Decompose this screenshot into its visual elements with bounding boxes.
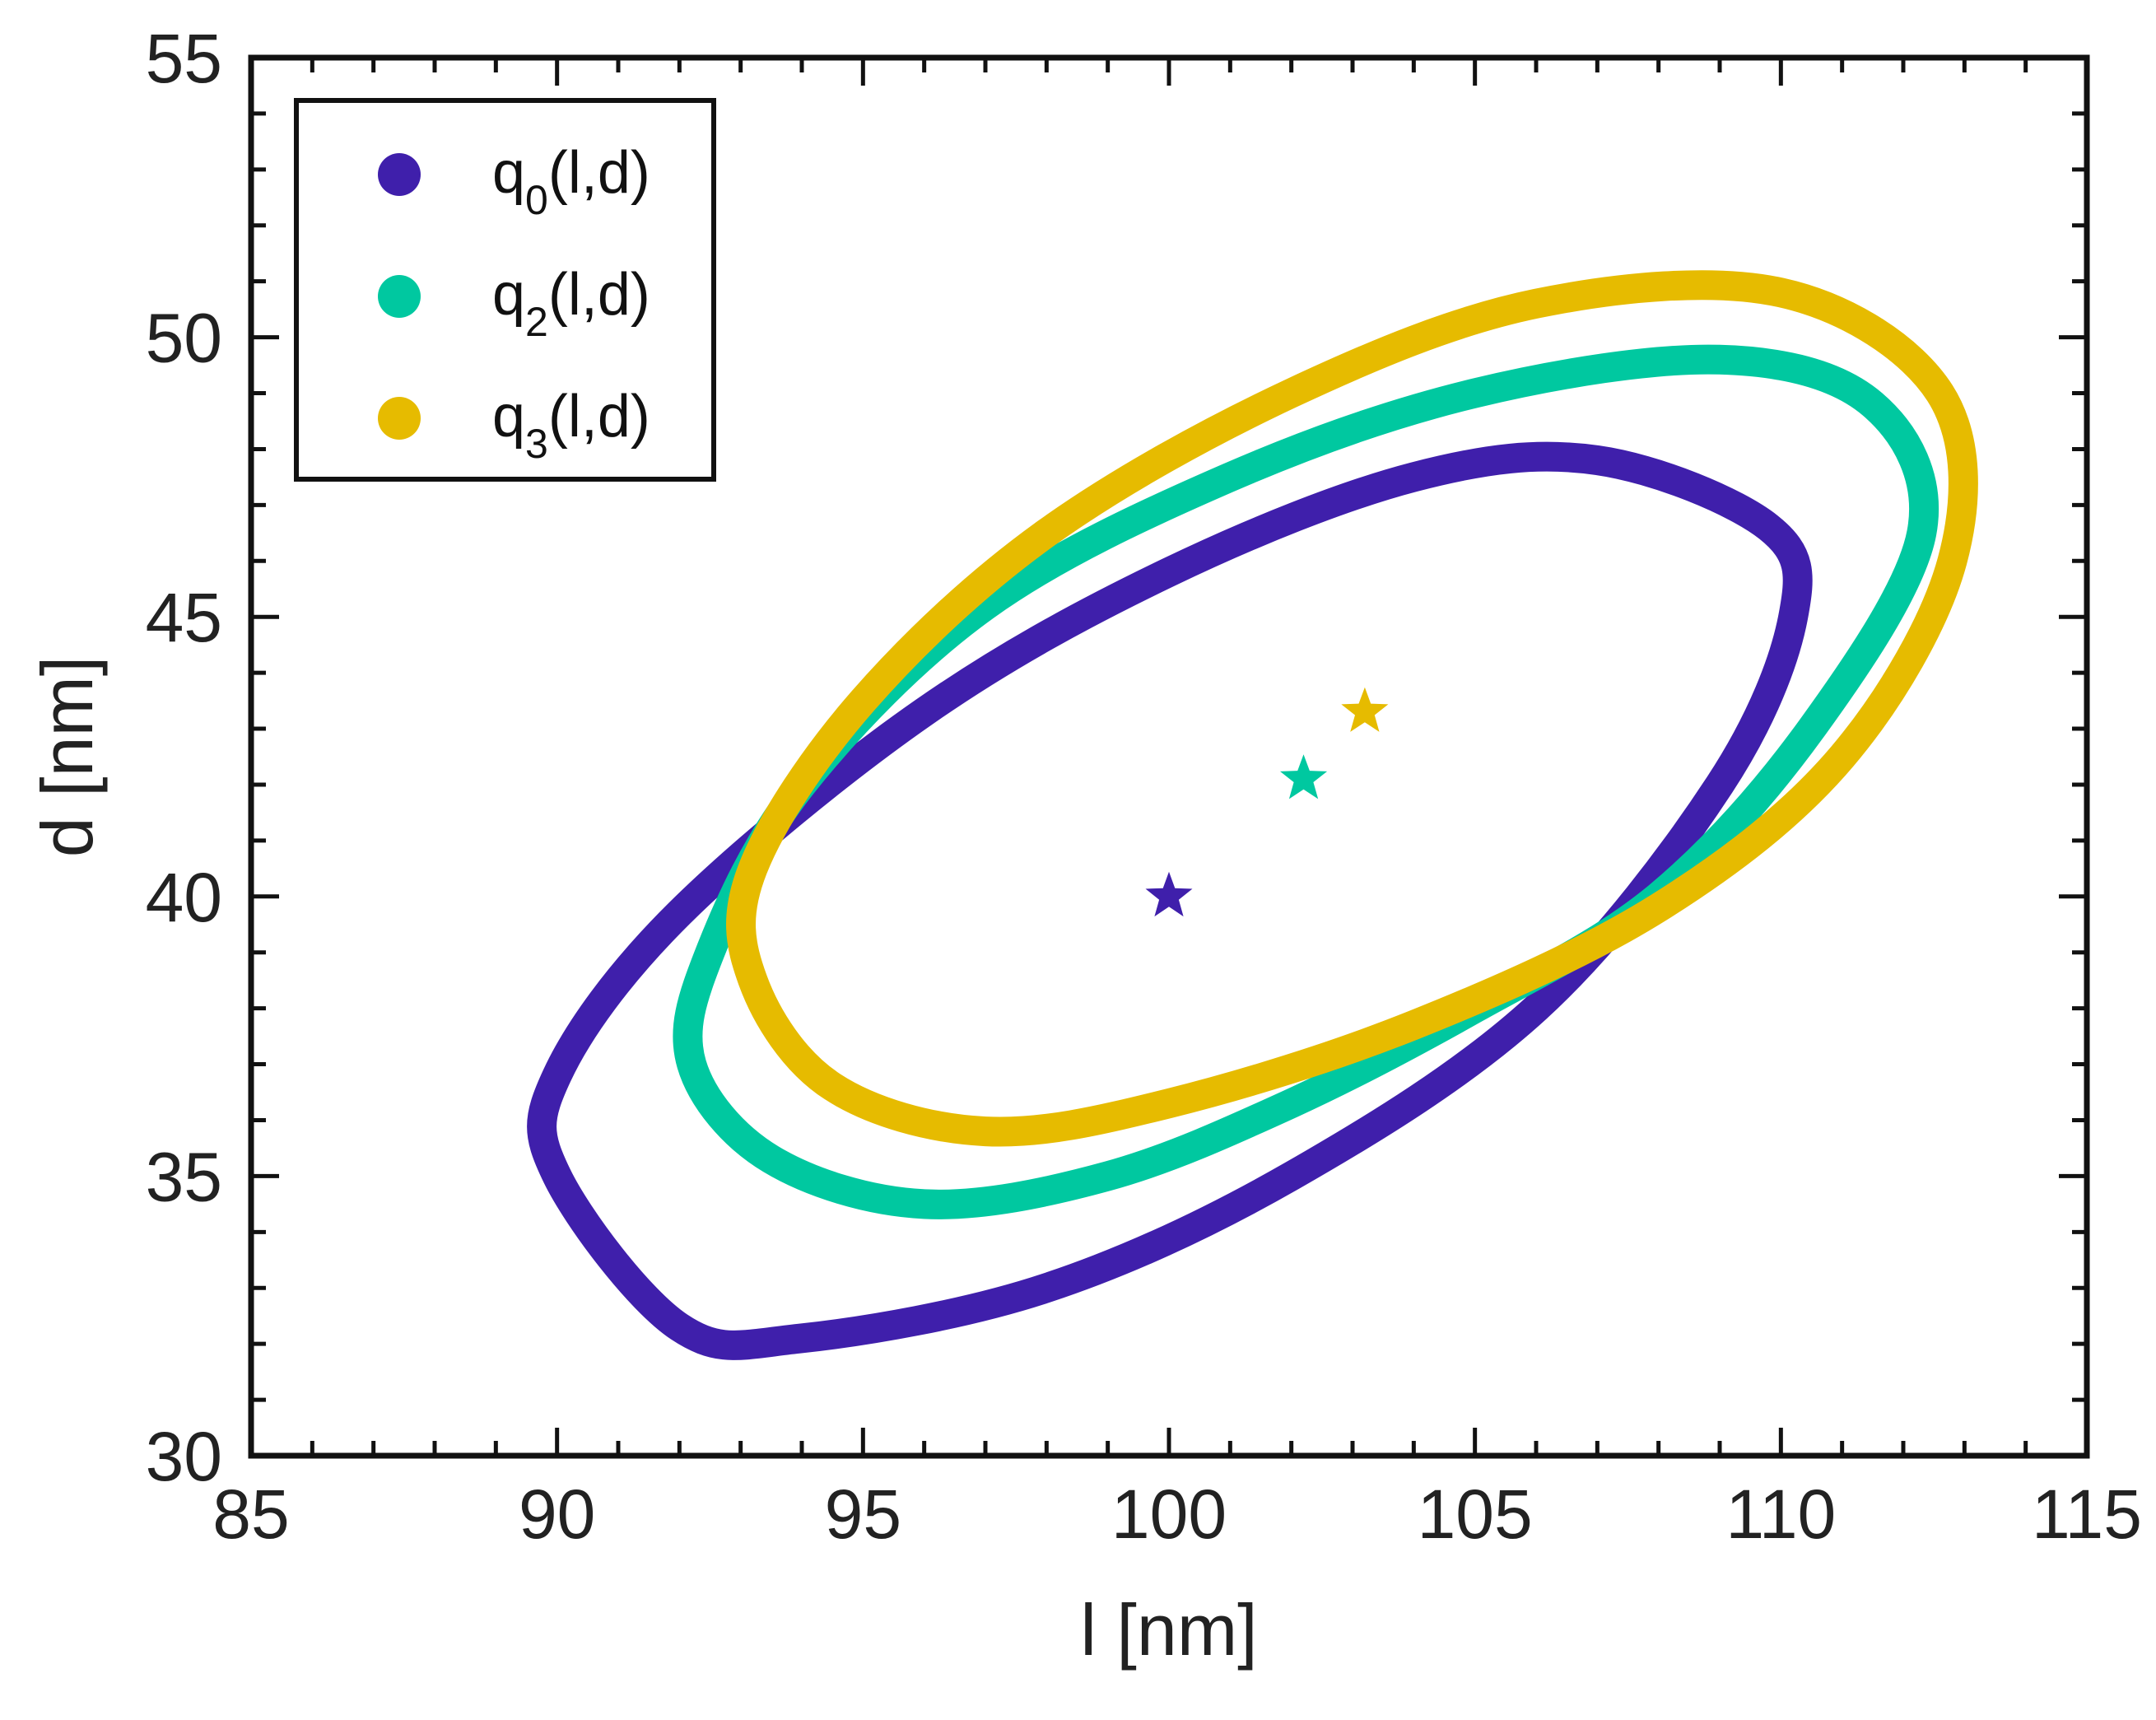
x-tick-label: 100	[1111, 1475, 1227, 1553]
y-tick-label: 40	[146, 859, 222, 936]
legend-marker-q3	[378, 397, 421, 440]
x-tick-label: 105	[1418, 1475, 1533, 1553]
x-tick-label: 115	[2032, 1475, 2142, 1553]
legend-box	[294, 98, 716, 482]
y-tick-label: 45	[146, 579, 222, 656]
y-tick-label: 50	[146, 300, 222, 377]
center-star-q0	[1145, 871, 1193, 917]
y-axis-title: d [nm]	[26, 656, 108, 858]
legend-marker-q0	[378, 153, 421, 196]
x-tick-label: 110	[1725, 1475, 1836, 1553]
center-markers-layer	[1145, 687, 1389, 917]
legend-marker-q2	[378, 275, 421, 318]
tick-marks	[249, 55, 2089, 1458]
y-tick-label: 35	[146, 1138, 222, 1215]
y-tick-label: 55	[146, 20, 222, 97]
x-tick-label: 90	[519, 1475, 595, 1553]
x-tick-label: 85	[212, 1475, 289, 1553]
x-tick-label: 95	[825, 1475, 901, 1553]
x-tick-labels: 85 90 95 100 105 110 115	[212, 1475, 2142, 1553]
x-axis-title: l [nm]	[1080, 1589, 1257, 1671]
contour-q2	[673, 344, 1939, 1219]
center-star-q3	[1341, 687, 1389, 732]
legend: q0(l,d) q2(l,d) q3(l,d)	[294, 98, 716, 482]
center-star-q2	[1280, 754, 1328, 799]
legend-label-q3: q3(l,d)	[492, 384, 650, 467]
y-tick-label: 30	[146, 1418, 222, 1495]
contour-series-layer	[527, 270, 1978, 1360]
contour-q0	[527, 441, 1813, 1360]
y-tick-labels: 30 35 40 45 50 55	[146, 20, 222, 1495]
legend-label-q0: q0(l,d)	[492, 140, 650, 223]
contour-q3	[726, 270, 1978, 1147]
legend-label-q2: q2(l,d)	[492, 262, 650, 345]
